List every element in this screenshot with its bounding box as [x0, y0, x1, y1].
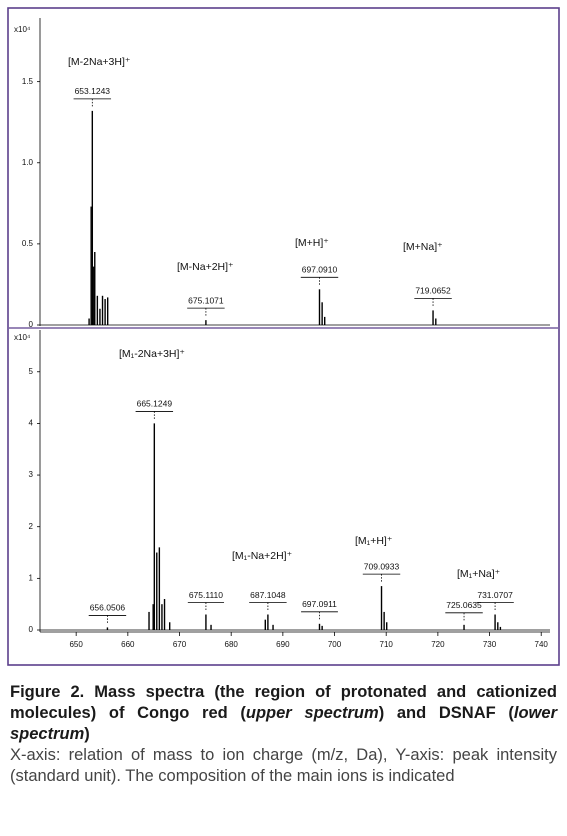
y-unit-label: x10⁴: [14, 25, 31, 34]
ion-label: [M₁-2Na+3H]⁺: [119, 348, 185, 360]
ion-label: [M₁+H]⁺: [355, 535, 393, 547]
peak-label: 725.0635: [446, 600, 482, 610]
x-tick-label: 660: [121, 640, 135, 649]
y-tick-label: 0: [29, 625, 34, 634]
ion-label: [M₁-Na+2H]⁺: [232, 550, 293, 562]
y-tick-label: 4: [29, 419, 34, 428]
x-tick-label: 720: [431, 640, 445, 649]
peak-label: 731.0707: [477, 590, 513, 600]
x-tick-label: 670: [173, 640, 187, 649]
y-unit-label: x10⁴: [14, 333, 31, 342]
x-tick-label: 680: [225, 640, 239, 649]
ion-label: [M+H]⁺: [295, 237, 329, 249]
y-tick-label: 1: [29, 573, 34, 582]
x-tick-label: 730: [483, 640, 497, 649]
caption: Figure 2. Mass spectra (the region of pr…: [10, 682, 557, 787]
x-tick-label: 690: [276, 640, 290, 649]
peak-label: 675.1110: [189, 590, 223, 600]
peak-label: 665.1249: [137, 399, 173, 409]
caption-text: ) and DSNAF (: [378, 704, 514, 722]
y-tick-label: 1.0: [22, 158, 34, 167]
caption-text: upper spectrum: [245, 704, 379, 722]
figure-border: [7, 7, 560, 666]
x-tick-label: 650: [69, 640, 83, 649]
x-tick-label: 740: [535, 640, 549, 649]
x-tick-label: 700: [328, 640, 342, 649]
peak-label: 719.0652: [415, 286, 451, 296]
caption-text: lower spectrum: [10, 704, 557, 743]
peak-label: 653.1243: [75, 86, 111, 96]
peak-label: 697.0910: [302, 265, 338, 275]
caption-body: X-axis: relation of mass to ion charge (…: [10, 746, 557, 785]
y-tick-label: 0: [29, 320, 34, 329]
caption-text: ): [84, 725, 90, 743]
x-tick-label: 710: [380, 640, 394, 649]
y-tick-label: 5: [29, 367, 34, 376]
ion-label: [M-Na+2H]⁺: [177, 261, 234, 273]
y-tick-label: 2: [29, 522, 34, 531]
caption-text: Figure 2. Mass spectra (the region of pr…: [10, 683, 557, 722]
caption-title: Figure 2. Mass spectra (the region of pr…: [10, 682, 557, 745]
ion-label: [M₁+Na]⁺: [457, 568, 501, 580]
figure: x10⁴ 0 0.5 1.0 1.5 653.1243 675.1071 697.0910 71…: [7, 7, 560, 666]
y-tick-label: 1.5: [22, 77, 34, 86]
y-tick-label: 3: [29, 470, 34, 479]
peak-label: 656.0506: [90, 603, 126, 613]
peak-label: 687.1048: [250, 590, 286, 600]
peak-label: 709.0933: [364, 561, 400, 571]
peak-label: 675.1071: [188, 295, 224, 305]
ion-label: [M-2Na+3H]⁺: [68, 56, 131, 68]
y-tick-label: 0.5: [22, 239, 34, 248]
ion-label: [M+Na]⁺: [403, 241, 443, 253]
peak-label: 697.0911: [302, 599, 337, 609]
